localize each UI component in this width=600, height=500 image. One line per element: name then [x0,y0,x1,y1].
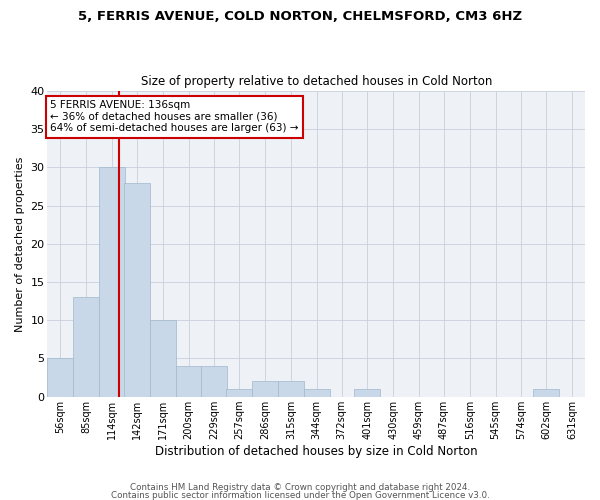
Text: 5 FERRIS AVENUE: 136sqm
← 36% of detached houses are smaller (36)
64% of semi-de: 5 FERRIS AVENUE: 136sqm ← 36% of detache… [50,100,299,134]
Text: 5, FERRIS AVENUE, COLD NORTON, CHELMSFORD, CM3 6HZ: 5, FERRIS AVENUE, COLD NORTON, CHELMSFOR… [78,10,522,23]
Bar [355,389,380,396]
Bar [226,389,252,396]
Bar [47,358,73,397]
X-axis label: Distribution of detached houses by size in Cold Norton: Distribution of detached houses by size … [155,444,478,458]
Bar [124,182,150,396]
Bar [176,366,202,396]
Text: Contains public sector information licensed under the Open Government Licence v3: Contains public sector information licen… [110,490,490,500]
Bar [99,168,125,396]
Bar [202,366,227,396]
Title: Size of property relative to detached houses in Cold Norton: Size of property relative to detached ho… [140,76,492,88]
Bar [252,382,278,396]
Bar [533,389,559,396]
Bar [73,298,99,396]
Text: Contains HM Land Registry data © Crown copyright and database right 2024.: Contains HM Land Registry data © Crown c… [130,484,470,492]
Bar [278,382,304,396]
Bar [304,389,329,396]
Bar [150,320,176,396]
Y-axis label: Number of detached properties: Number of detached properties [15,156,25,332]
